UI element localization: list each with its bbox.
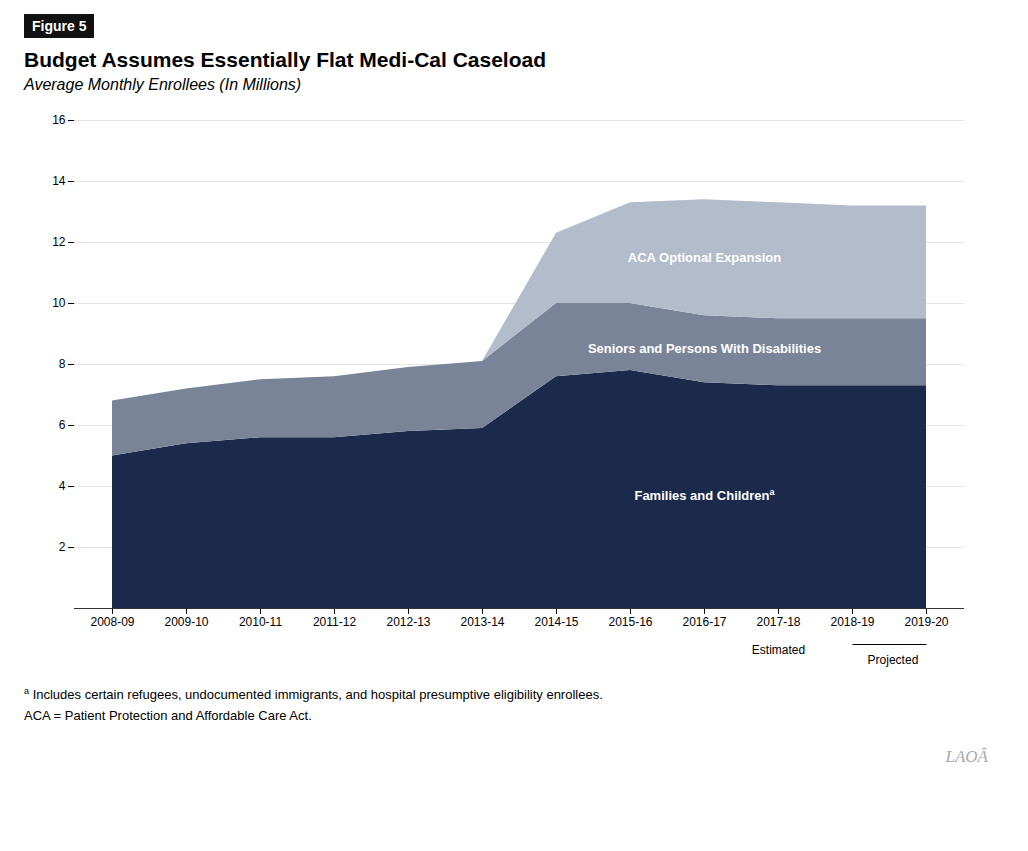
html-text:LAOÂ: LAOÂ [945,746,988,766]
svg-text:12: 12 [52,235,66,249]
svg-text:2009-10: 2009-10 [164,615,208,629]
svg-text:2017-18: 2017-18 [756,615,800,629]
html-text:ACA = Patient Protection and A: ACA = Patient Protection and Affordable … [24,708,312,724]
svg-text:6: 6 [59,418,66,432]
html-text:Budget Assumes Essentially Fla: Budget Assumes Essentially Flat Medi-Cal… [24,48,546,71]
svg-text:2013-14: 2013-14 [460,615,504,629]
svg-text:4: 4 [59,479,66,493]
svg-text:Seniors and Persons With Disab: Seniors and Persons With Disabilities [588,341,821,356]
svg-text:2011-12: 2011-12 [313,615,356,629]
html-text:Figure 5: Figure 5 [32,18,87,34]
svg-text:8: 8 [59,357,66,371]
svg-text:2012-13: 2012-13 [386,615,430,629]
svg-text:10: 10 [52,296,66,310]
svg-text:2016-17: 2016-17 [682,615,726,629]
svg-text:2019-20: 2019-20 [904,615,948,629]
svg-text:2015-16: 2015-16 [608,615,652,629]
svg-text:14: 14 [52,174,66,188]
svg-text:2018-19: 2018-19 [830,615,874,629]
html-text:Average Monthly Enrollees (In: Average Monthly Enrollees (In Millions) [24,76,302,93]
html-text:a Includes certain refugees, u: a Includes certain refugees, undocumente… [24,686,603,703]
svg-text:Projected: Projected [868,653,919,667]
svg-text:2010-11: 2010-11 [239,615,282,629]
svg-text:2008-09: 2008-09 [90,615,134,629]
svg-text:16: 16 [52,113,66,127]
svg-text:Families and Childrena: Families and Childrena [634,487,775,503]
svg-text:2: 2 [59,540,66,554]
svg-text:ACA Optional Expansion: ACA Optional Expansion [628,250,781,265]
svg-text:Estimated: Estimated [752,643,805,657]
svg-text:2014-15: 2014-15 [534,615,578,629]
